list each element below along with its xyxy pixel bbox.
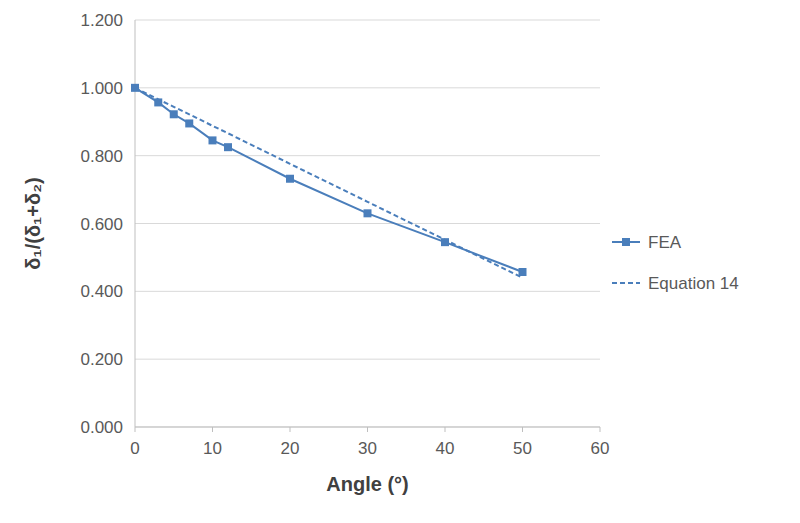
y-tick-label: 0.800: [80, 147, 123, 166]
marker: [185, 119, 193, 127]
grid-line: [135, 20, 600, 21]
grid-line: [135, 223, 600, 224]
legend-line: [612, 282, 640, 284]
y-tick-label: 0.200: [80, 350, 123, 369]
x-tick: [600, 427, 601, 432]
marker: [209, 136, 217, 144]
background: [0, 0, 800, 523]
legend-label: Equation 14: [648, 274, 739, 293]
y-tick-label: 1.200: [80, 11, 123, 30]
x-tick: [290, 427, 291, 432]
y-tick-label: 0.400: [80, 282, 123, 301]
y-tick-label: 0.000: [80, 418, 123, 437]
grid-line: [135, 359, 600, 360]
y-axis-title: δ₁/(δ₁+δ₂): [22, 177, 44, 269]
marker: [519, 268, 527, 276]
x-tick-label: 40: [436, 439, 455, 458]
grid-line: [135, 155, 600, 156]
x-tick: [135, 427, 136, 432]
x-axis-title: Angle (°): [326, 473, 408, 495]
x-tick-label: 0: [130, 439, 139, 458]
y-axis: [135, 20, 136, 427]
legend-label: FEA: [648, 233, 682, 252]
grid-line: [135, 87, 600, 88]
x-tick: [522, 427, 523, 432]
marker: [224, 143, 232, 151]
x-tick-label: 20: [281, 439, 300, 458]
x-tick: [212, 427, 213, 432]
x-tick-label: 60: [591, 439, 610, 458]
legend-marker: [622, 238, 630, 246]
grid-line: [135, 291, 600, 292]
marker: [286, 175, 294, 183]
plot-area: [131, 84, 527, 278]
chart: 0.000 0.200 0.400 0.600 0.800 1.000 1.200 0 10 20…: [0, 0, 800, 523]
series-line: [135, 88, 523, 278]
x-tick: [367, 427, 368, 432]
y-tick-label: 0.600: [80, 215, 123, 234]
marker: [364, 209, 372, 217]
x-tick-label: 10: [203, 439, 222, 458]
x-tick-label: 50: [513, 439, 532, 458]
marker: [170, 110, 178, 118]
x-tick: [445, 427, 446, 432]
x-tick-label: 30: [358, 439, 377, 458]
y-tick-label: 1.000: [80, 79, 123, 98]
